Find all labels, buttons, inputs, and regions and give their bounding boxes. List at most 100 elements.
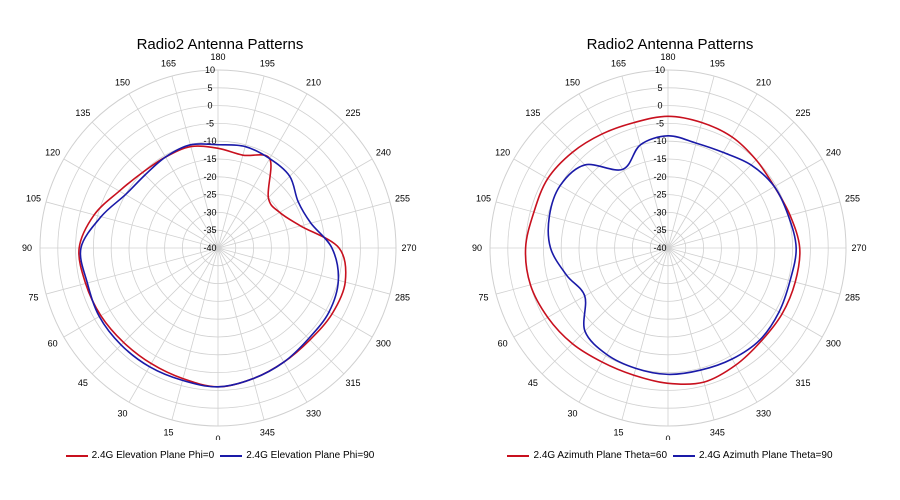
legend-item-series-2: 2.4G Azimuth Plane Theta=90 (673, 450, 833, 461)
grid-spoke (91, 247, 219, 375)
grid-spoke (667, 247, 758, 403)
grid-spoke (91, 121, 219, 249)
radial-tick-label: -10 (203, 136, 216, 146)
angle-tick-label: 270 (851, 243, 866, 253)
grid-spoke (217, 121, 345, 249)
angle-tick-label: 135 (525, 108, 540, 118)
radial-tick-label: -25 (653, 190, 666, 200)
chart-title: Radio2 Antenna Patterns (586, 36, 754, 53)
polar-plot-azimuth: 0153045607590105120135150165180195210225… (472, 52, 867, 440)
chart-azimuth-panel: Radio2 Antenna Patterns 0 15 30 45 60 75 90 105… (450, 0, 900, 500)
grid-spoke (217, 247, 373, 338)
radial-tick-label: -10 (653, 136, 666, 146)
grid-spoke (45, 247, 219, 295)
grid-spoke (667, 247, 841, 295)
angle-tick-label: 180 (660, 52, 675, 62)
angle-tick-label: 45 (528, 378, 538, 388)
angle-tick-label: 255 (395, 194, 410, 204)
legend-label: 2.4G Azimuth Plane Theta=90 (699, 450, 833, 461)
radial-tick-label: -5 (206, 118, 214, 128)
radial-tick-label: -5 (656, 118, 664, 128)
angle-tick-label: 15 (164, 427, 174, 437)
legend-item-series-2: 2.4G Elevation Plane Phi=90 (220, 450, 374, 461)
angle-tick-label: 345 (260, 427, 275, 437)
radial-tick-label: 10 (655, 65, 665, 75)
grid-spoke (541, 247, 669, 375)
grid-spoke (171, 247, 219, 421)
angle-tick-label: 90 (22, 243, 32, 253)
grid-spoke (541, 121, 669, 249)
angle-tick-label: 210 (306, 78, 321, 88)
radial-tick-label: 0 (207, 101, 212, 111)
angle-tick-label: 315 (796, 378, 811, 388)
grid-spoke (217, 247, 391, 295)
grid-spoke (495, 201, 669, 249)
angle-tick-label: 225 (346, 108, 361, 118)
radial-tick-label: -25 (203, 190, 216, 200)
grid-spoke (217, 201, 391, 249)
radial-tick-label: -15 (653, 154, 666, 164)
grid-spoke (217, 75, 265, 249)
angle-tick-label: 300 (376, 339, 391, 349)
grid-spoke (513, 158, 669, 249)
grid-spoke (667, 93, 758, 249)
grid-spoke (128, 93, 219, 249)
angle-tick-label: 210 (756, 78, 771, 88)
grid-spoke (667, 158, 823, 249)
angle-tick-label: 240 (376, 148, 391, 158)
grid-spoke (667, 201, 841, 249)
legend-label: 2.4G Elevation Plane Phi=0 (91, 450, 215, 461)
radial-tick-label: -15 (203, 154, 216, 164)
angle-tick-label: 30 (117, 408, 127, 418)
angle-tick-label: 75 (29, 292, 39, 302)
angle-tick-label: 240 (826, 148, 841, 158)
angle-tick-label: 150 (565, 78, 580, 88)
radial-tick-label: -35 (653, 225, 666, 235)
angle-tick-label: 90 (472, 243, 482, 253)
legend-swatch-blue (673, 454, 695, 457)
angle-tick-label: 30 (567, 408, 577, 418)
grid-spoke (45, 201, 219, 249)
radial-tick-label: -35 (203, 225, 216, 235)
radial-tick-label: -20 (653, 172, 666, 182)
angle-tick-label: 105 (26, 194, 41, 204)
legend-label: 2.4G Elevation Plane Phi=90 (246, 450, 375, 461)
legend-item-series-1: 2.4G Azimuth Plane Theta=60 (507, 450, 667, 461)
angle-tick-label: 315 (346, 378, 361, 388)
grid-spoke (578, 93, 669, 249)
series-line-1 (524, 115, 801, 386)
angle-tick-label: 15 (614, 427, 624, 437)
angle-tick-label: 180 (210, 52, 225, 62)
grid-spoke (217, 247, 265, 421)
grid-spoke (667, 121, 795, 249)
grid-spoke (667, 247, 823, 338)
series-line-2 (79, 143, 340, 388)
grid-spoke (171, 75, 219, 249)
chart-title: Radio2 Antenna Patterns (136, 36, 304, 53)
grid-spoke (495, 247, 669, 295)
polar-plot-elevation: 0153045607590105120135150165180195210225… (22, 52, 417, 440)
legend: 2.4G Azimuth Plane Theta=60 2.4G Azimuth… (450, 450, 890, 461)
grid-spoke (621, 247, 669, 421)
grid-spoke (578, 247, 669, 403)
grid-spoke (621, 75, 669, 249)
angle-tick-label: 285 (845, 292, 860, 302)
angle-tick-label: 150 (115, 78, 130, 88)
grid-spoke (128, 247, 219, 403)
radial-tick-label: -30 (653, 207, 666, 217)
angle-tick-label: 225 (796, 108, 811, 118)
radial-tick-label: 5 (657, 83, 662, 93)
angle-tick-label: 60 (48, 339, 58, 349)
legend-swatch-blue (220, 454, 243, 457)
legend: 2.4G Elevation Plane Phi=0 2.4G Elevatio… (0, 450, 440, 461)
grid-spoke (667, 75, 715, 249)
angle-tick-label: 120 (45, 148, 60, 158)
legend-label: 2.4G Azimuth Plane Theta=60 (533, 450, 667, 461)
angle-tick-label: 195 (710, 59, 725, 69)
angle-tick-label: 0 (215, 434, 220, 440)
grid-spoke (217, 247, 308, 403)
legend-swatch-red (65, 454, 88, 457)
angle-tick-label: 330 (756, 408, 771, 418)
angle-tick-label: 285 (395, 292, 410, 302)
grid-spoke (63, 247, 219, 338)
